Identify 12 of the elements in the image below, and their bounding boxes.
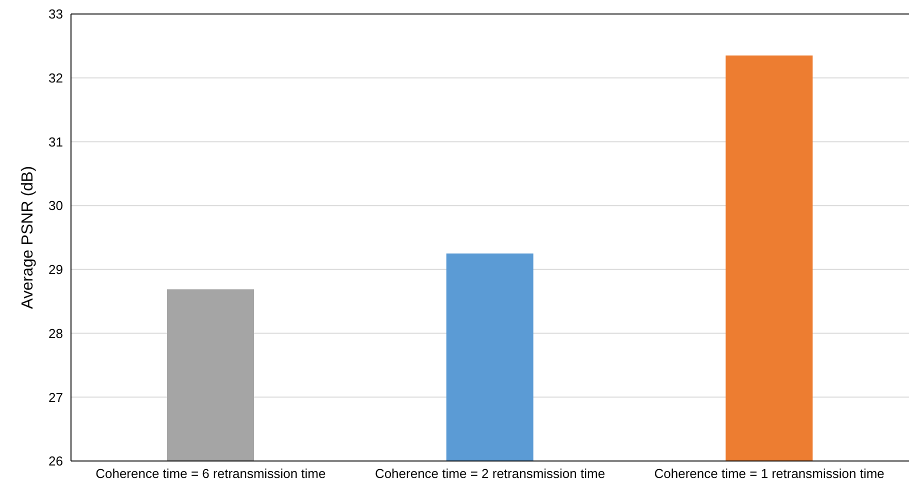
y-tick-label: 32	[48, 70, 63, 86]
x-tick-label: Coherence time = 2 retransmission time	[374, 466, 606, 482]
y-tick-label: 31	[48, 134, 63, 150]
y-tick-label: 26	[48, 454, 63, 469]
x-tick-label: Coherence time = 6 retransmission time	[96, 466, 326, 482]
y-tick-label: 29	[48, 262, 63, 278]
y-tick-label: 28	[48, 326, 63, 341]
y-axis-title: Average PSNR (dB)	[20, 166, 36, 309]
y-tick-label: 33	[48, 6, 63, 22]
y-tick-label: 30	[48, 198, 63, 214]
x-tick-label: Coherence time = 1 retransmission time	[654, 466, 884, 482]
y-tick-label: 27	[48, 390, 63, 405]
